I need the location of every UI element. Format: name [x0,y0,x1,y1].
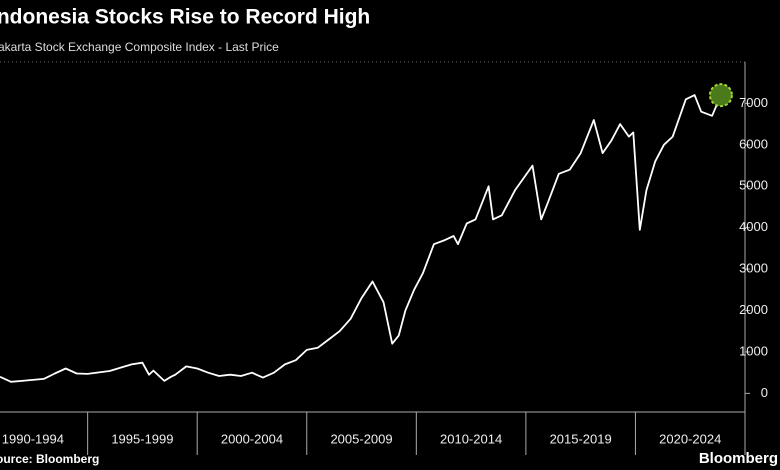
x-tick-label: 2000-2004 [221,431,283,446]
x-tick-label: 2005-2009 [330,431,392,446]
x-tick-label: 2015-2019 [550,431,612,446]
y-tick-label: 7000 [739,95,768,110]
source: Source: Bloomberg [0,452,99,466]
y-tick-label: 3000 [739,261,768,276]
chart-subtitle: Jakarta Stock Exchange Composite Index -… [0,40,279,54]
x-tick-label: 2020-2024 [659,431,721,446]
y-tick-label: 4000 [739,219,768,234]
y-tick-label: 0 [761,385,768,400]
brand: Bloomberg [699,450,778,467]
index-line [0,94,722,383]
chart-title: Indonesia Stocks Rise to Record High [0,6,370,29]
y-tick-label: 6000 [739,136,768,151]
y-tick-label: 5000 [739,178,768,193]
record-high-marker [708,83,733,108]
x-tick-label: 1995-1999 [111,431,173,446]
x-tick-label: 1990-1994 [2,431,64,446]
y-tick-label: 2000 [739,302,768,317]
x-tick-label: 2010-2014 [440,431,502,446]
y-tick-label: 1000 [739,343,768,358]
